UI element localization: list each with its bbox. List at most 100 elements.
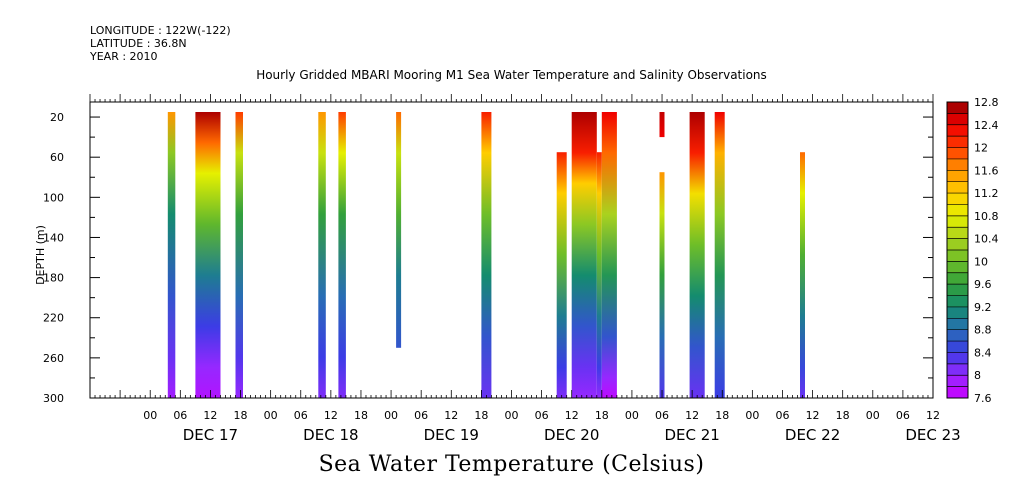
colorbar-label: 12.8 bbox=[974, 96, 999, 109]
x-day-label: DEC 22 bbox=[785, 426, 840, 444]
x-tick-label: 00 bbox=[384, 409, 398, 422]
data-column bbox=[659, 172, 665, 398]
y-tick-label: 140 bbox=[43, 231, 64, 244]
colorbar-border bbox=[946, 101, 969, 399]
x-day-label: DEC 19 bbox=[424, 426, 479, 444]
data-column bbox=[571, 112, 597, 398]
x-day-label: DEC 21 bbox=[664, 426, 719, 444]
data-column bbox=[800, 152, 805, 398]
x-tick-label: 12 bbox=[324, 409, 338, 422]
x-tick-label: 18 bbox=[836, 409, 850, 422]
chart-title: Hourly Gridded MBARI Mooring M1 Sea Wate… bbox=[256, 68, 767, 82]
x-tick-label: 00 bbox=[143, 409, 157, 422]
colorbar-swatch bbox=[947, 102, 968, 114]
colorbar-swatch bbox=[947, 329, 968, 342]
colorbar-swatch bbox=[947, 295, 968, 308]
colorbar-label: 10.8 bbox=[974, 210, 999, 223]
data-column bbox=[596, 152, 602, 398]
y-tick-label: 20 bbox=[50, 111, 64, 124]
colorbar-label: 9.6 bbox=[974, 278, 992, 291]
bottom-title: Sea Water Temperature (Celsius) bbox=[318, 452, 705, 477]
colorbar: 12.8 12.4 12 11.6 11.2 10.8 10.4 10 9.6 9.2 8.8 8.4… bbox=[946, 96, 999, 405]
colorbar-label: 11.6 bbox=[974, 164, 999, 177]
x-tick-label: 12 bbox=[203, 409, 217, 422]
y-axis: 20 60 100 140 180 220 260 300 bbox=[43, 111, 933, 405]
x-tick-label: 00 bbox=[505, 409, 519, 422]
x-tick-label: 18 bbox=[474, 409, 488, 422]
x-tick-label: 06 bbox=[294, 409, 308, 422]
x-tick-label: 06 bbox=[655, 409, 669, 422]
x-tick-label: 18 bbox=[595, 409, 609, 422]
colorbar-label: 12.4 bbox=[974, 119, 999, 132]
colorbar-label: 9.2 bbox=[974, 301, 992, 314]
x-tick-label: 00 bbox=[264, 409, 278, 422]
colorbar-swatch bbox=[947, 306, 968, 319]
colorbar-label: 8 bbox=[974, 369, 981, 382]
x-tick-label: 06 bbox=[775, 409, 789, 422]
colorbar-swatch bbox=[947, 272, 968, 285]
data-column bbox=[714, 112, 725, 398]
colorbar-swatch bbox=[947, 124, 968, 137]
data-column bbox=[601, 112, 617, 398]
x-tick-label: 12 bbox=[685, 409, 699, 422]
y-tick-label: 300 bbox=[43, 392, 64, 405]
colorbar-label: 8.4 bbox=[974, 346, 992, 359]
colorbar-swatch bbox=[947, 147, 968, 160]
colorbar-label: 10.4 bbox=[974, 233, 999, 246]
colorbar-swatch bbox=[947, 204, 968, 217]
x-tick-label: 00 bbox=[866, 409, 880, 422]
colorbar-swatch bbox=[947, 341, 968, 353]
data-column bbox=[659, 112, 665, 138]
data-column bbox=[481, 112, 492, 398]
y-axis-label: DEPTH (m) bbox=[34, 225, 47, 285]
latitude-label: LATITUDE : 36.8N bbox=[90, 37, 187, 50]
colorbar-swatch bbox=[947, 227, 968, 240]
colorbar-swatch bbox=[947, 170, 968, 183]
data-column bbox=[556, 152, 567, 398]
data-column bbox=[318, 112, 326, 398]
colorbar-swatch bbox=[947, 193, 968, 205]
data-column bbox=[396, 112, 402, 348]
y-tick-label: 100 bbox=[43, 191, 64, 204]
data-column bbox=[195, 112, 221, 398]
colorbar-label: 7.6 bbox=[974, 392, 992, 405]
colorbar-swatch bbox=[947, 238, 968, 251]
colorbar-swatch bbox=[947, 284, 968, 297]
year-label: YEAR : 2010 bbox=[90, 50, 158, 63]
x-tick-label: 18 bbox=[715, 409, 729, 422]
colorbar-swatch bbox=[947, 261, 968, 274]
x-tick-label: 12 bbox=[444, 409, 458, 422]
data-column bbox=[689, 112, 705, 398]
x-tick-label: 06 bbox=[173, 409, 187, 422]
x-axis: 00 06 12 18 00 06 12 18 00 06 12 18 00 06 12 18 00 06 12 18… bbox=[89, 94, 961, 444]
colorbar-swatch bbox=[947, 352, 968, 365]
x-day-label: DEC 23 bbox=[905, 426, 960, 444]
y-tick-label: 260 bbox=[43, 352, 64, 365]
colorbar-swatch bbox=[947, 215, 968, 228]
x-tick-label: 18 bbox=[234, 409, 248, 422]
x-tick-label: 06 bbox=[535, 409, 549, 422]
data-column bbox=[338, 112, 346, 398]
colorbar-swatch bbox=[947, 181, 968, 194]
x-tick-label: 06 bbox=[896, 409, 910, 422]
colorbar-label: 11.2 bbox=[974, 187, 999, 200]
y-tick-label: 180 bbox=[43, 272, 64, 285]
x-tick-label: 00 bbox=[745, 409, 759, 422]
colorbar-swatch bbox=[947, 318, 968, 331]
colorbar-swatch bbox=[947, 250, 968, 262]
x-day-label: DEC 20 bbox=[544, 426, 599, 444]
colorbar-label: 12 bbox=[974, 142, 988, 155]
data-columns bbox=[167, 112, 805, 398]
x-tick-label: 12 bbox=[806, 409, 820, 422]
x-day-label: DEC 18 bbox=[303, 426, 358, 444]
y-tick-label: 220 bbox=[43, 312, 64, 325]
colorbar-swatch bbox=[947, 386, 968, 399]
colorbar-swatch bbox=[947, 136, 968, 149]
x-tick-label: 12 bbox=[565, 409, 579, 422]
y-tick-label: 60 bbox=[50, 151, 64, 164]
colorbar-label: 8.8 bbox=[974, 324, 992, 337]
x-tick-label: 18 bbox=[354, 409, 368, 422]
x-tick-label: 00 bbox=[625, 409, 639, 422]
x-tick-label: 12 bbox=[926, 409, 940, 422]
